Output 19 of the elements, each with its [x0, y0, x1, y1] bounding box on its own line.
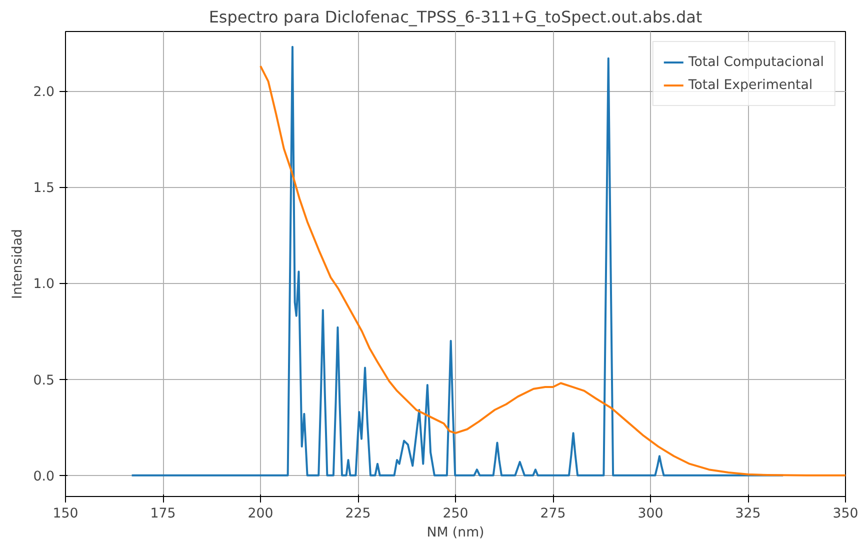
x-tick-label: 325 — [735, 506, 761, 522]
x-tick-label: 150 — [52, 506, 78, 522]
x-tick-label: 250 — [442, 506, 468, 522]
x-axis-title: NM (nm) — [426, 526, 484, 540]
x-tick-label: 175 — [150, 506, 176, 522]
y-tick-label: 1.5 — [33, 181, 55, 196]
x-tick-label: 350 — [832, 506, 858, 522]
y-axis-title: Intensidad — [10, 228, 26, 299]
x-tick-label: 275 — [540, 506, 566, 522]
chart-title: Espectro para Diclofenac_TPSS_6-311+G_toSpect.out.abs.dat — [208, 8, 702, 26]
x-tick-label: 300 — [638, 506, 664, 522]
y-tick-label: 1.0 — [33, 277, 55, 292]
y-tick-label: 2.0 — [33, 85, 55, 100]
legend-label: Total Computacional — [688, 54, 824, 70]
y-tick-label: 0.5 — [33, 373, 55, 388]
x-tick-label: 225 — [345, 506, 371, 522]
x-tick-label: 200 — [248, 506, 274, 522]
legend-label: Total Experimental — [688, 78, 813, 92]
y-tick-label: 0.0 — [33, 469, 55, 484]
